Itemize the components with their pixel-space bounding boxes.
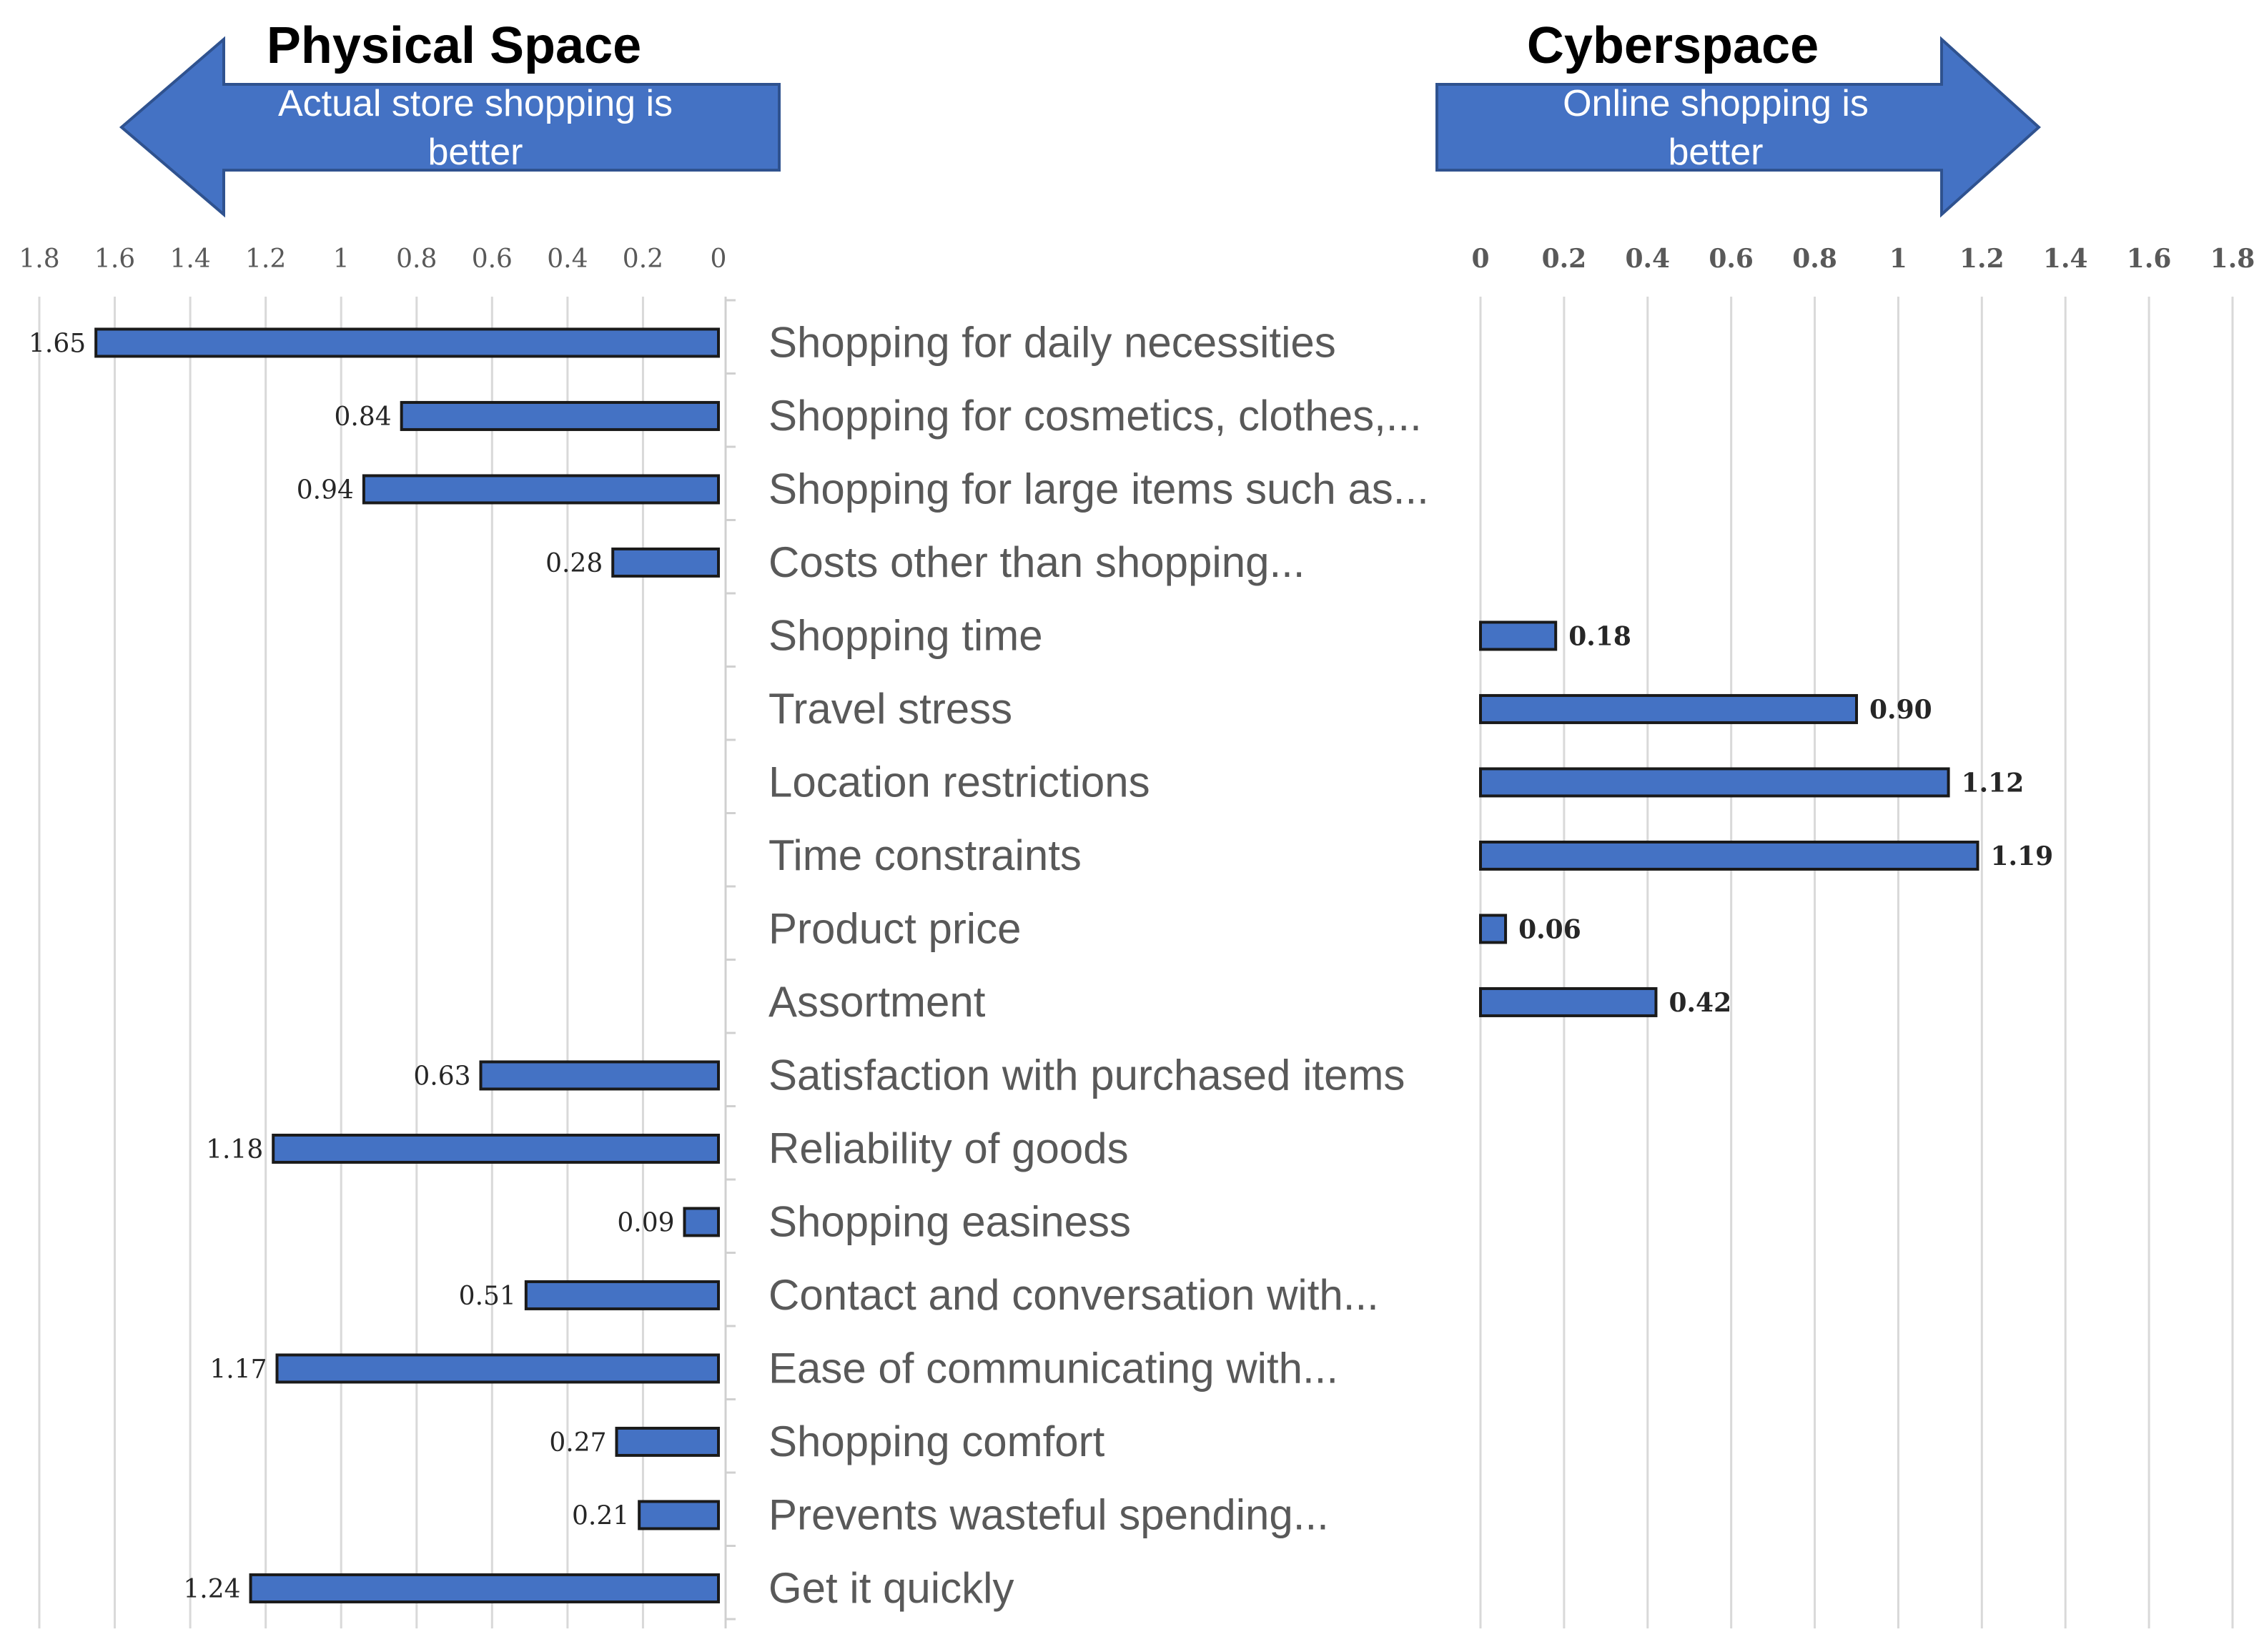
left-tick-label: 0.8 [396, 244, 437, 274]
right-header: Cyberspace Online shopping is better [1435, 17, 2041, 218]
left-value-label: 0.27 [549, 1428, 606, 1458]
left-arrow-text-line2: better [428, 132, 523, 173]
category-label: Reliability of goods [768, 1124, 1129, 1172]
category-label: Shopping time [768, 611, 1043, 659]
right-value-label: 0.06 [1518, 914, 1581, 944]
gridlines [38, 297, 2234, 1628]
left-tick-label: 1.4 [169, 244, 210, 274]
right-title: Cyberspace [1527, 17, 1819, 74]
left-bar [275, 1353, 720, 1384]
left-bars: 1.65 0.84 0.94 0.28 0.63 1.18 0.09 0.51 1.17 0.27… [29, 327, 721, 1604]
left-tick-label: 0 [711, 244, 727, 274]
category-labels: Shopping for daily necessities Shopping f… [768, 318, 1429, 1612]
left-bar [94, 327, 720, 358]
right-bars: 0.18 0.90 1.12 1.19 0.06 0.42 [1479, 620, 2053, 1018]
right-tick-label: 0.2 [1542, 244, 1587, 274]
right-bar [1479, 620, 1558, 651]
right-arrow-text-line2: better [1669, 132, 1764, 173]
left-value-label: 1.24 [183, 1575, 240, 1604]
category-label: Shopping for cosmetics, clothes,... [768, 392, 1422, 440]
left-value-label: 0.21 [572, 1501, 629, 1530]
category-label: Get it quickly [768, 1564, 1014, 1612]
axes [724, 297, 736, 1628]
left-value-label: 0.63 [413, 1062, 470, 1091]
category-label: Shopping for daily necessities [768, 318, 1336, 366]
left-header: Physical Space Actual store shopping is … [119, 17, 781, 218]
right-tick-label: 0.8 [1792, 244, 1837, 274]
right-tick-label: 1 [1889, 244, 1907, 274]
category-label: Time constraints [768, 831, 1082, 879]
category-label: Travel stress [768, 685, 1012, 733]
right-tick-label: 0 [1471, 244, 1489, 274]
left-value-label: 1.18 [206, 1135, 263, 1164]
right-axis-ticks: 0 0.2 0.4 0.6 0.8 1 1.2 1.4 1.6 1.8 [1471, 244, 2255, 274]
right-value-label: 0.42 [1669, 988, 1731, 1018]
left-tick-label: 0.2 [623, 244, 663, 274]
right-tick-label: 1.2 [1959, 244, 2005, 274]
left-bar [479, 1060, 720, 1091]
left-bar [638, 1500, 721, 1530]
left-bar [249, 1573, 720, 1603]
right-bar [1479, 767, 1950, 798]
right-value-label: 1.12 [1962, 768, 2025, 798]
right-bar [1479, 840, 1979, 871]
left-value-label: 1.17 [209, 1355, 267, 1384]
right-value-label: 0.18 [1568, 621, 1631, 651]
left-tick-label: 1.8 [19, 244, 59, 274]
left-bar [272, 1133, 720, 1164]
category-label: Assortment [768, 978, 986, 1026]
category-label: Costs other than shopping... [768, 538, 1305, 586]
category-label: Shopping easiness [768, 1197, 1131, 1245]
left-bar [611, 547, 720, 578]
right-tick-label: 1.6 [2127, 244, 2172, 274]
left-value-label: 0.09 [617, 1208, 674, 1237]
right-value-label: 1.19 [1990, 841, 2053, 871]
category-label: Ease of communicating with... [768, 1344, 1338, 1392]
category-label: Prevents wasteful spending... [768, 1490, 1329, 1538]
left-bar [362, 474, 720, 505]
right-tick-label: 1.4 [2043, 244, 2088, 274]
right-value-label: 0.90 [1869, 695, 1932, 725]
left-value-label: 1.65 [29, 329, 86, 358]
left-axis-ticks: 1.8 1.6 1.4 1.2 1 0.8 0.6 0.4 0.2 0 [19, 244, 726, 274]
category-label: Contact and conversation with... [768, 1271, 1379, 1319]
left-bar [400, 400, 721, 431]
right-bar [1479, 693, 1858, 724]
category-label: Shopping for large items such as... [768, 465, 1429, 513]
left-tick-label: 0.4 [547, 244, 588, 274]
left-value-label: 0.51 [459, 1282, 516, 1311]
left-arrow-text-line1: Actual store shopping is [278, 83, 673, 124]
left-arrow-icon [119, 36, 781, 218]
left-tick-label: 1.6 [94, 244, 135, 274]
left-bar [524, 1280, 720, 1310]
left-tick-label: 0.6 [472, 244, 513, 274]
left-value-label: 0.94 [297, 475, 354, 505]
right-tick-label: 1.8 [2210, 244, 2255, 274]
left-title: Physical Space [267, 17, 641, 74]
category-label: Product price [768, 904, 1022, 952]
right-tick-label: 0.4 [1625, 244, 1670, 274]
category-label: Satisfaction with purchased items [768, 1051, 1405, 1099]
right-arrow-text-line1: Online shopping is [1563, 83, 1869, 124]
right-bar [1479, 986, 1658, 1017]
category-label: Location restrictions [768, 758, 1150, 806]
left-tick-label: 1.2 [245, 244, 286, 274]
left-value-label: 0.28 [545, 549, 603, 578]
right-tick-label: 0.6 [1709, 244, 1754, 274]
right-bar [1479, 914, 1508, 944]
right-arrow-icon [1435, 36, 2041, 218]
left-tick-label: 1 [333, 244, 350, 274]
left-value-label: 0.84 [335, 402, 392, 432]
left-bar [615, 1426, 720, 1457]
left-bar [683, 1207, 720, 1237]
category-label: Shopping comfort [768, 1418, 1105, 1465]
